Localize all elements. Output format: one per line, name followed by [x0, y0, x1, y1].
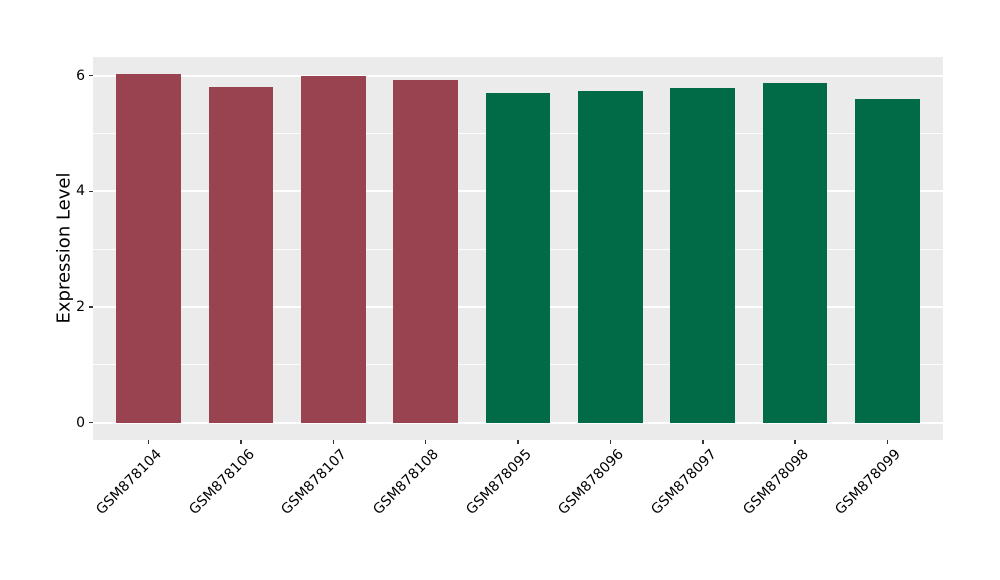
x-tick-mark	[240, 440, 242, 444]
bar-GSM878108	[393, 79, 458, 423]
major-gridline	[93, 421, 943, 424]
x-tick-label-GSM878108: GSM878108	[370, 446, 443, 518]
x-tick-mark	[609, 440, 612, 444]
x-tick-mark	[794, 440, 796, 444]
major-gridline	[93, 74, 943, 77]
y-tick-label: 0	[76, 414, 85, 431]
x-tick-mark	[332, 440, 334, 444]
x-tick-label-GSM878104: GSM878104	[93, 446, 166, 518]
x-tick-mark	[147, 440, 150, 444]
bar-GSM878095	[485, 92, 551, 423]
x-tick-mark	[702, 440, 704, 444]
x-tick-mark	[424, 440, 427, 444]
y-tick-mark	[89, 190, 93, 192]
bar-GSM878096	[578, 91, 643, 423]
bar-GSM878106	[208, 87, 274, 423]
plot-panel	[93, 57, 943, 440]
y-tick-label: 2	[76, 298, 85, 315]
x-tick-label-GSM878097: GSM878097	[647, 446, 720, 518]
x-tick-label-GSM878098: GSM878098	[740, 446, 812, 518]
bar-GSM878098	[762, 83, 828, 423]
x-tick-label-GSM878107: GSM878107	[278, 446, 350, 518]
x-tick-mark	[886, 440, 889, 444]
y-tick-mark	[89, 306, 93, 308]
x-tick-label-GSM878099: GSM878099	[832, 446, 905, 518]
y-tick-mark	[89, 421, 93, 424]
x-tick-label-GSM878096: GSM878096	[555, 446, 628, 518]
bar-GSM878097	[670, 88, 736, 423]
y-tick-label: 6	[76, 67, 85, 84]
x-tick-label-GSM878106: GSM878106	[185, 446, 258, 518]
x-tick-label-GSM878095: GSM878095	[463, 446, 535, 518]
y-tick-label: 4	[76, 183, 85, 200]
bar-GSM878104	[116, 74, 181, 423]
bar-GSM878107	[300, 75, 366, 423]
bar-GSM878099	[855, 98, 920, 423]
y-tick-mark	[89, 74, 93, 77]
x-tick-mark	[517, 440, 519, 444]
